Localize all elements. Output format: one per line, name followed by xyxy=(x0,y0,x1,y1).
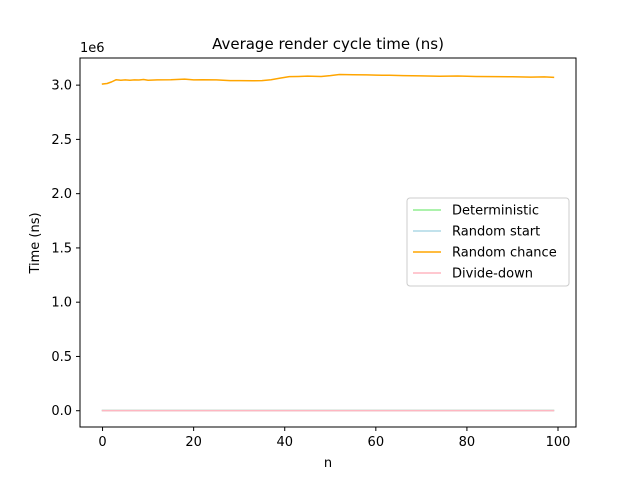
legend-label: Random start xyxy=(452,225,540,240)
y-tick-label: 1.5 xyxy=(51,241,72,256)
chart-title: Average render cycle time (ns) xyxy=(212,35,444,53)
y-tick-label: 1.0 xyxy=(51,296,72,311)
x-tick-label: 80 xyxy=(459,435,476,450)
y-tick-label: 0.0 xyxy=(51,404,72,419)
legend-label: Deterministic xyxy=(452,204,539,219)
y-axis-offset-label: 1e6 xyxy=(80,41,105,56)
y-tick-label: 0.5 xyxy=(51,350,72,365)
y-tick-label: 2.0 xyxy=(51,187,72,202)
lines-layer xyxy=(101,73,555,412)
y-tick-label: 3.0 xyxy=(51,79,72,94)
x-axis-label: n xyxy=(324,456,332,471)
series-line-random-chance xyxy=(101,73,555,85)
x-tick-label: 40 xyxy=(276,435,293,450)
x-tick-label: 100 xyxy=(546,435,571,450)
y-axis-label: Time (ns) xyxy=(28,212,43,274)
x-tick-label: 60 xyxy=(368,435,385,450)
x-tick-label: 20 xyxy=(185,435,202,450)
legend-label: Divide-down xyxy=(452,267,533,282)
y-tick-label: 2.5 xyxy=(51,133,72,148)
legend-label: Random chance xyxy=(452,246,557,261)
plot-frame xyxy=(79,57,577,428)
ticks-layer: 0 20 40 60 80 100 0.0 0.5 1.0 1.5 2.0 2.5 3.0 xyxy=(51,79,570,450)
x-tick-label: 0 xyxy=(98,435,106,450)
legend-box xyxy=(406,197,570,287)
legend: Deterministic Random start Random chance Di… xyxy=(406,197,570,287)
